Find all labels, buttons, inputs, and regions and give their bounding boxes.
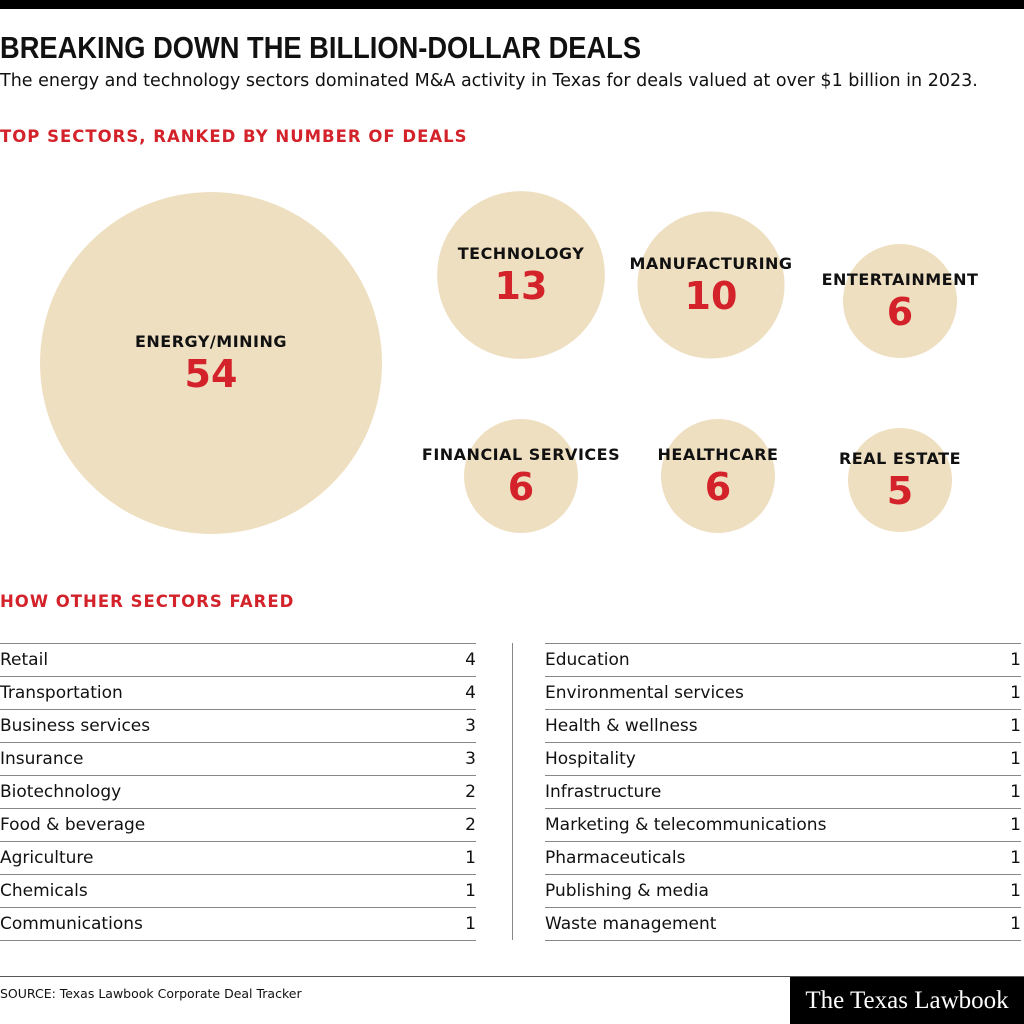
deal-count: 2 bbox=[465, 782, 476, 802]
bubble-value: 13 bbox=[495, 264, 548, 308]
bubble-circle bbox=[637, 211, 785, 359]
sector-name: Health & wellness bbox=[545, 716, 698, 736]
table-row: Insurance 3 bbox=[0, 743, 476, 776]
deal-count: 1 bbox=[1010, 881, 1021, 901]
bubble-value: 54 bbox=[185, 352, 238, 396]
bubble-section-title: TOP SECTORS, RANKED BY NUMBER OF DEALS bbox=[0, 127, 468, 146]
page-subtitle: The energy and technology sectors domina… bbox=[0, 71, 978, 91]
sector-name: Waste management bbox=[545, 914, 717, 934]
sector-name: Business services bbox=[0, 716, 151, 736]
bubble-value: 6 bbox=[887, 290, 913, 334]
deal-count: 1 bbox=[465, 848, 476, 868]
page-title: BREAKING DOWN THE BILLION-DOLLAR DEALS bbox=[0, 30, 642, 65]
sector-name: Agriculture bbox=[0, 848, 94, 868]
bubble-circle bbox=[661, 419, 775, 533]
sector-name: Retail bbox=[0, 650, 49, 670]
bubble-value: 6 bbox=[705, 465, 731, 509]
others-table-right: Education 1 Environmental services 1 Health … bbox=[545, 643, 1021, 941]
others-section-title: HOW OTHER SECTORS FARED bbox=[0, 592, 295, 611]
bubble-chart: ENERGY/MINING54TECHNOLOGY13MANUFACTURING… bbox=[40, 191, 979, 534]
table-row: Hospitality 1 bbox=[545, 743, 1021, 776]
table-row: Health & wellness 1 bbox=[545, 710, 1021, 743]
table-row: Business services 3 bbox=[0, 710, 476, 743]
table-row: Environmental services 1 bbox=[545, 677, 1021, 710]
bubble-circle bbox=[464, 419, 578, 533]
deal-count: 1 bbox=[1010, 815, 1021, 835]
bubble-circle bbox=[40, 192, 382, 534]
bubble-value: 6 bbox=[508, 465, 534, 509]
bubble-label: FINANCIAL SERVICES bbox=[422, 445, 620, 464]
bubble-label: HEALTHCARE bbox=[658, 445, 779, 464]
sector-name: Education bbox=[545, 650, 630, 670]
deal-count: 4 bbox=[465, 650, 476, 670]
footer-rule bbox=[0, 976, 1024, 977]
others-table-left: Retail 4 Transportation 4 Business services 3… bbox=[0, 643, 476, 941]
deal-count: 1 bbox=[1010, 716, 1021, 736]
source-note: SOURCE: Texas Lawbook Corporate Deal Tra… bbox=[0, 986, 302, 1001]
deal-count: 1 bbox=[1010, 848, 1021, 868]
table-row: Education 1 bbox=[545, 644, 1021, 677]
deal-count: 1 bbox=[465, 881, 476, 901]
sector-name: Transportation bbox=[0, 683, 123, 703]
bubble-label: TECHNOLOGY bbox=[458, 244, 585, 263]
bubble-value: 10 bbox=[685, 274, 738, 318]
sector-name: Pharmaceuticals bbox=[545, 848, 686, 868]
sector-name: Environmental services bbox=[545, 683, 744, 703]
sector-name: Publishing & media bbox=[545, 881, 709, 901]
bubble-value: 5 bbox=[887, 469, 913, 513]
bubble-label: ENTERTAINMENT bbox=[822, 270, 979, 289]
table-row: Food & beverage 2 bbox=[0, 809, 476, 842]
table-row: Communications 1 bbox=[0, 908, 476, 941]
table-row: Publishing & media 1 bbox=[545, 875, 1021, 908]
sector-name: Marketing & telecommunications bbox=[545, 815, 827, 835]
sector-name: Insurance bbox=[0, 749, 84, 769]
table-row: Chemicals 1 bbox=[0, 875, 476, 908]
table-row: Agriculture 1 bbox=[0, 842, 476, 875]
bubble-label: ENERGY/MINING bbox=[135, 332, 287, 351]
table-row: Waste management 1 bbox=[545, 908, 1021, 941]
table-row: Biotechnology 2 bbox=[0, 776, 476, 809]
sector-name: Infrastructure bbox=[545, 782, 662, 802]
sector-name: Chemicals bbox=[0, 881, 88, 901]
deal-count: 1 bbox=[1010, 650, 1021, 670]
bubble-label: REAL ESTATE bbox=[839, 449, 961, 468]
top-rule bbox=[0, 0, 1024, 9]
sector-name: Food & beverage bbox=[0, 815, 146, 835]
deal-count: 1 bbox=[1010, 749, 1021, 769]
bubble-circle bbox=[843, 244, 957, 358]
table-row: Infrastructure 1 bbox=[545, 776, 1021, 809]
deal-count: 3 bbox=[465, 749, 476, 769]
table-row: Pharmaceuticals 1 bbox=[545, 842, 1021, 875]
deal-count: 1 bbox=[1010, 683, 1021, 703]
deal-count: 1 bbox=[1010, 782, 1021, 802]
table-row: Retail 4 bbox=[0, 644, 476, 677]
publisher-logo: The Texas Lawbook bbox=[790, 977, 1024, 1024]
deal-count: 3 bbox=[465, 716, 476, 736]
sector-name: Communications bbox=[0, 914, 143, 934]
bubble-label: MANUFACTURING bbox=[629, 254, 792, 273]
deal-count: 4 bbox=[465, 683, 476, 703]
table-row: Transportation 4 bbox=[0, 677, 476, 710]
deal-count: 1 bbox=[465, 914, 476, 934]
sector-name: Biotechnology bbox=[0, 782, 122, 802]
deal-count: 2 bbox=[465, 815, 476, 835]
sector-name: Hospitality bbox=[545, 749, 636, 769]
deal-count: 1 bbox=[1010, 914, 1021, 934]
column-divider bbox=[512, 643, 513, 940]
bubble-circle bbox=[847, 427, 953, 533]
bubble-circle bbox=[437, 191, 605, 359]
table-row: Marketing & telecommunications 1 bbox=[545, 809, 1021, 842]
